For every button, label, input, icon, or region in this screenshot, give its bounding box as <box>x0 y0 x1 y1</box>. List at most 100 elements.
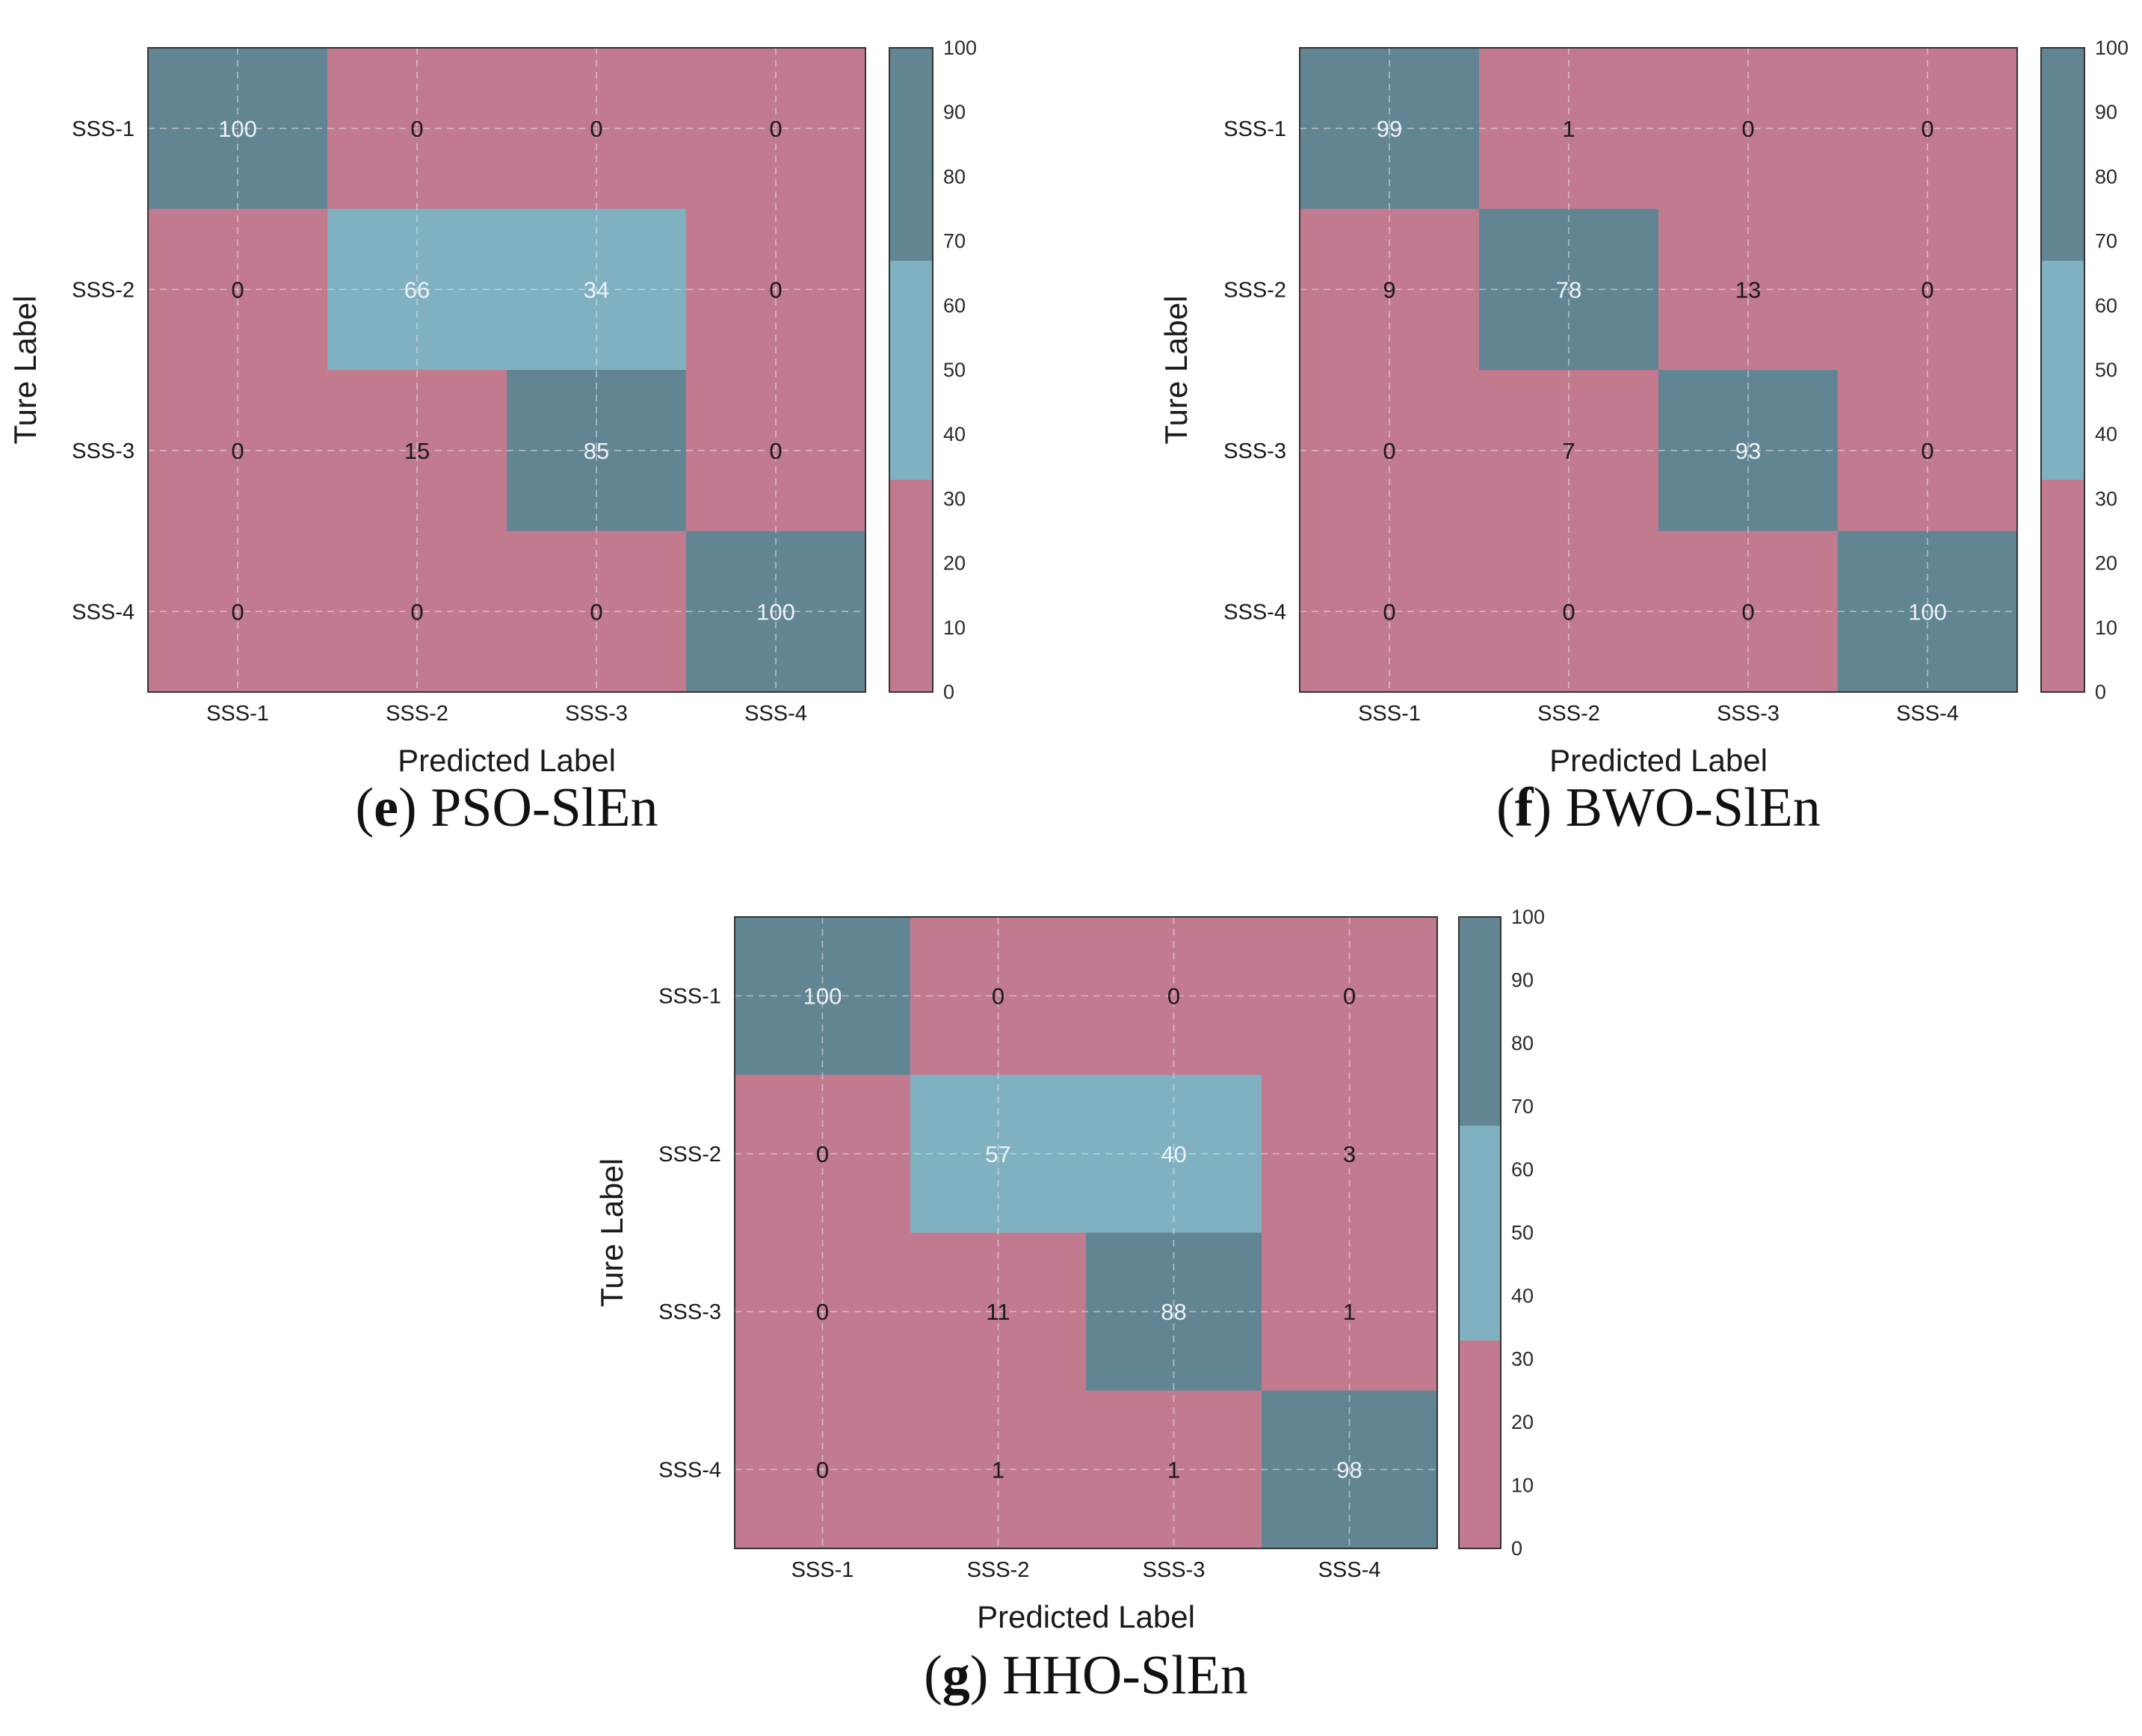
cell-value-label: 100 <box>1908 599 1947 625</box>
x-tick-label: SSS-1 <box>206 702 269 726</box>
caption-letter: e <box>374 777 398 838</box>
cell-value-label: 13 <box>1735 277 1761 303</box>
cell-value-label: 98 <box>1336 1457 1362 1483</box>
cell-value-label: 0 <box>1343 983 1356 1010</box>
colorbar-frame <box>889 47 933 693</box>
cell-value-label: 93 <box>1735 438 1761 464</box>
y-axis-label: Ture Label <box>1158 295 1194 444</box>
colorbar-tick-label: 20 <box>2095 552 2117 575</box>
cell-value-label: 0 <box>1562 599 1575 625</box>
y-axis-label: Ture Label <box>594 1158 629 1307</box>
plot-frame <box>1299 47 2018 693</box>
x-tick-label: SSS-3 <box>565 702 628 726</box>
cell-value-label: 0 <box>410 116 423 142</box>
colorbar-tick-label: 50 <box>943 359 966 381</box>
cell-value-label: 0 <box>1167 983 1180 1010</box>
y-tick-label: SSS-3 <box>1223 439 1286 463</box>
colorbar-tick-label: 90 <box>943 101 966 123</box>
caption-paren: ) <box>1533 777 1565 838</box>
x-axis-label: Predicted Label <box>1549 743 1768 778</box>
colorbar-tick-label: 90 <box>2095 101 2117 123</box>
cell-value-label: 0 <box>1921 438 1933 464</box>
cell-value-label: 0 <box>769 277 782 303</box>
cell-value-label: 0 <box>231 438 244 464</box>
caption-letter: g <box>942 1645 970 1706</box>
caption-letter: f <box>1515 777 1534 838</box>
colorbar-band <box>2041 48 2084 261</box>
colorbar-tick-label: 60 <box>943 294 966 317</box>
colorbar-tick-label: 50 <box>2095 359 2117 381</box>
colorbar-frame <box>2040 47 2085 693</box>
cell-value-label: 0 <box>769 438 782 464</box>
cell-value-label: 0 <box>590 599 602 625</box>
caption-paren: ) <box>970 1645 1002 1706</box>
heatmap-panel-e: 100 0 0 00 66 34 00 15 85 00 0 0 100SSS-1SSS-2SSS-3S… <box>7 37 977 838</box>
y-tick-label: SSS-1 <box>658 985 721 1009</box>
colorbar-band <box>1459 1125 1501 1341</box>
y-tick-label: SSS-3 <box>658 1300 721 1324</box>
x-axis-label: Predicted Label <box>398 743 616 778</box>
caption-name: HHO-SlEn <box>1002 1645 1248 1706</box>
caption-paren: ) <box>398 777 430 838</box>
cell-value-label: 0 <box>1921 116 1933 142</box>
y-tick-label: SSS-4 <box>1223 600 1286 624</box>
colorbar-tick-label: 70 <box>2095 230 2117 253</box>
caption-paren: ( <box>1496 777 1515 838</box>
y-tick-label: SSS-2 <box>72 278 135 302</box>
y-tick-label: SSS-2 <box>1223 278 1286 302</box>
colorbar-band <box>1459 917 1501 1126</box>
cell-value-label: 0 <box>1741 599 1754 625</box>
colorbar-tick-label: 20 <box>1511 1411 1534 1433</box>
colorbar-tick-label: 40 <box>1511 1285 1534 1307</box>
colorbar-tick-label: 80 <box>2095 165 2117 188</box>
colorbar-tick-label: 10 <box>943 617 966 639</box>
colorbar-tick-label: 70 <box>1511 1096 1534 1118</box>
colorbar-tick-label: 80 <box>1511 1032 1534 1054</box>
x-tick-label: SSS-4 <box>1896 702 1959 726</box>
caption-paren: ( <box>356 777 374 838</box>
cell-value-label: 15 <box>404 438 430 464</box>
colorbar-tick-label: 10 <box>1511 1474 1534 1497</box>
colorbar-tick-label: 100 <box>2095 37 2129 59</box>
cell-value-label: 1 <box>1343 1299 1356 1325</box>
cell-value-label: 66 <box>404 277 430 303</box>
cell-value-label: 0 <box>816 1141 829 1167</box>
y-tick-label: SSS-3 <box>72 439 135 463</box>
caption-paren: ( <box>924 1645 942 1706</box>
cell-value-label: 0 <box>231 599 244 625</box>
cell-value-label: 85 <box>584 438 609 464</box>
cell-value-label: 100 <box>803 983 842 1010</box>
colorbar-tick-label: 60 <box>1511 1158 1534 1181</box>
cell-value-label: 100 <box>218 116 257 142</box>
heatmap-panel-f: 99 1 0 09 78 13 00 7 93 00 0 0 100SSS-1SSS-2SSS-3SSS… <box>1158 37 2129 838</box>
cell-value-label: 3 <box>1343 1141 1356 1167</box>
cell-value-label: 0 <box>769 116 782 142</box>
y-tick-label: SSS-1 <box>1223 117 1286 141</box>
y-tick-label: SSS-2 <box>658 1143 721 1167</box>
caption-name: PSO-SlEn <box>430 777 658 838</box>
cell-value-label: 100 <box>756 599 795 625</box>
colorbar-tick-label: 30 <box>943 487 966 510</box>
colorbar-band <box>1459 1340 1501 1549</box>
x-tick-label: SSS-3 <box>1143 1558 1206 1582</box>
colorbar-tick-label: 0 <box>1511 1537 1522 1560</box>
cell-value-label: 1 <box>992 1457 1004 1483</box>
y-tick-label: SSS-1 <box>72 117 135 141</box>
y-tick-label: SSS-4 <box>658 1458 721 1482</box>
cell-value-label: 11 <box>986 1299 1010 1325</box>
cell-value-label: 0 <box>816 1299 829 1325</box>
panel-caption: (g) HHO-SlEn <box>924 1645 1248 1706</box>
cell-value-label: 1 <box>1562 116 1575 142</box>
cell-value-label: 0 <box>1741 116 1754 142</box>
panel-caption: (e) PSO-SlEn <box>356 777 658 838</box>
plot-frame <box>147 47 866 693</box>
colorbar-tick-label: 50 <box>1511 1222 1534 1244</box>
x-tick-label: SSS-3 <box>1717 702 1780 726</box>
cell-value-label: 0 <box>410 599 423 625</box>
cell-value-label: 57 <box>985 1141 1010 1167</box>
x-tick-label: SSS-1 <box>1358 702 1421 726</box>
cell-value-label: 7 <box>1562 438 1575 464</box>
